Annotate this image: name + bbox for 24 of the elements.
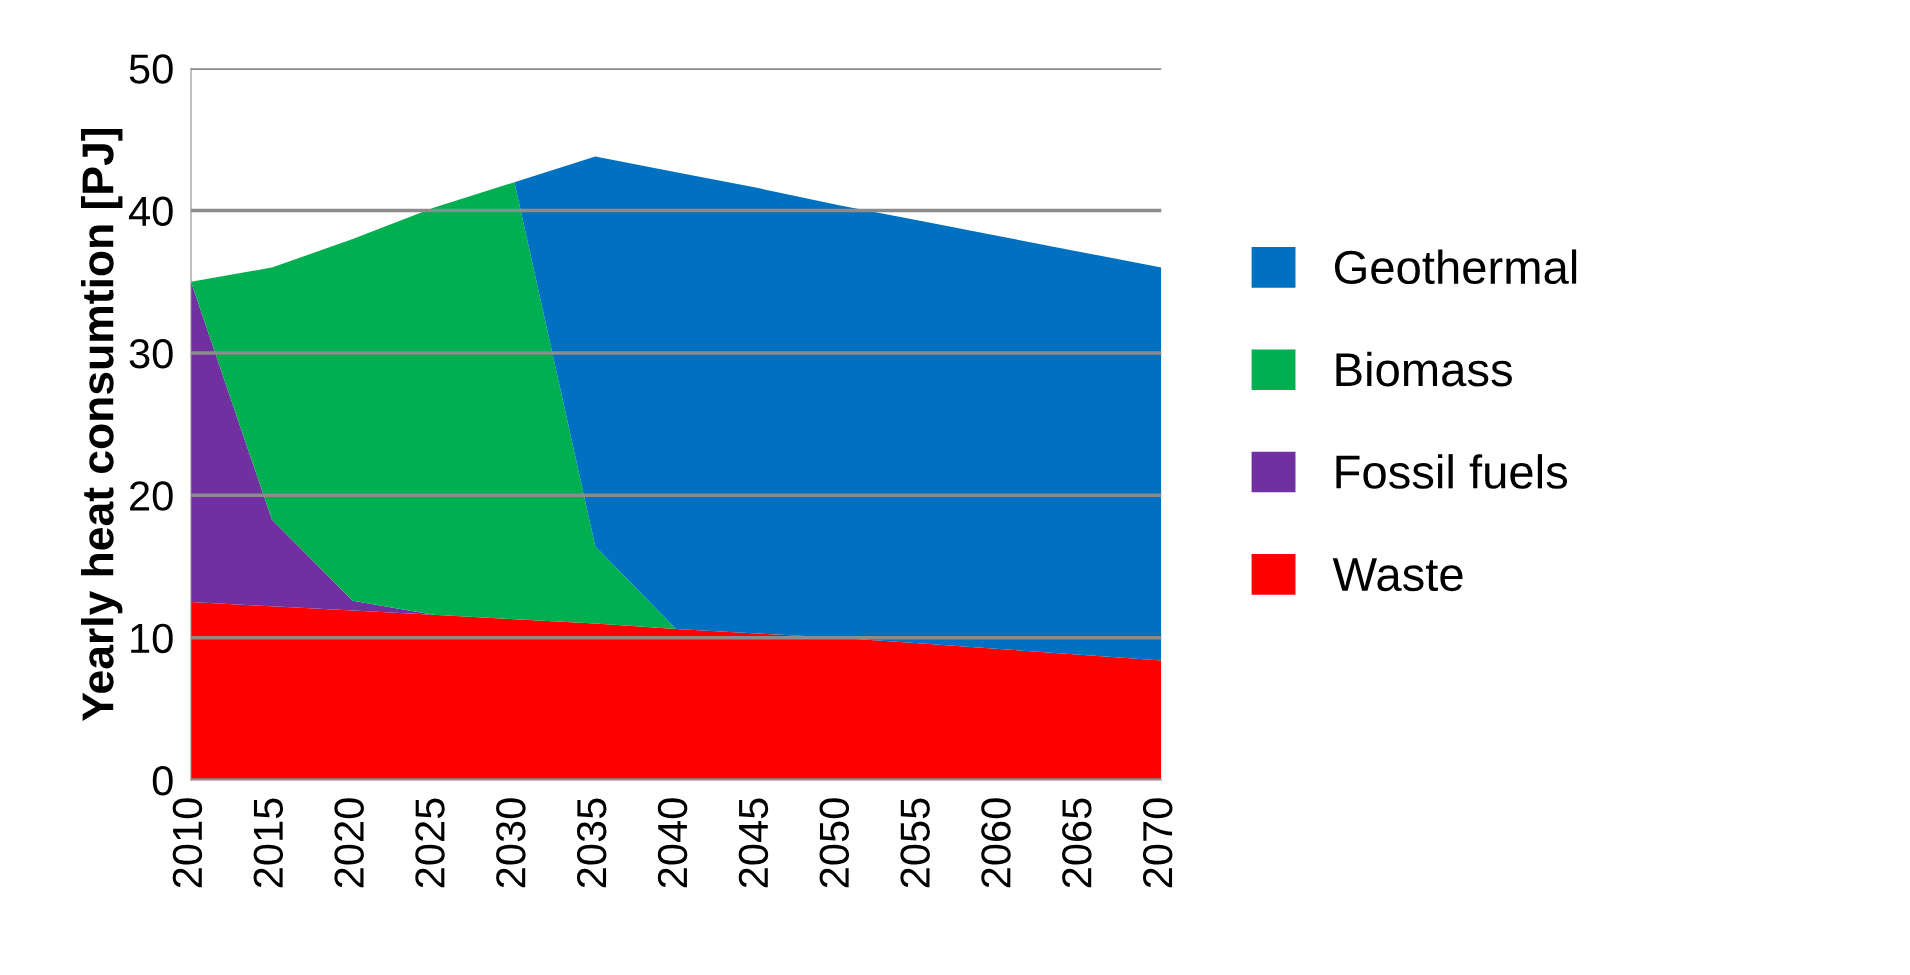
x-tick-label: 2015 xyxy=(253,798,284,888)
y-tick-label: 30 xyxy=(129,338,173,369)
y-tick-label: 0 xyxy=(152,766,173,796)
x-tick-label: 2010 xyxy=(172,798,203,888)
y-axis-title: Yearly heat consumtion [PJ] xyxy=(81,128,123,721)
x-tick-label: 2030 xyxy=(496,798,526,888)
x-tick-label: 2020 xyxy=(334,798,364,888)
y-tick-label: 20 xyxy=(130,481,173,511)
x-tick-label: 2060 xyxy=(981,798,1011,888)
x-tick-label: 2045 xyxy=(738,798,769,888)
y-tick-label: 10 xyxy=(131,623,173,654)
x-tick-label: 2065 xyxy=(1062,798,1092,888)
x-tick-label: 2070 xyxy=(1142,798,1173,888)
x-tick-label: 2050 xyxy=(819,798,850,888)
legend-label: Waste xyxy=(1332,558,1463,592)
legend-label: Fossil fuels xyxy=(1336,454,1568,489)
y-tick-label: 40 xyxy=(128,196,173,227)
x-tick-label: 2040 xyxy=(657,798,688,888)
x-tick-label: 2055 xyxy=(900,798,930,888)
x-tick-label: 2025 xyxy=(415,798,445,888)
x-tick-label: 2035 xyxy=(576,798,607,888)
legend-label: Geothermal xyxy=(1334,249,1577,285)
legend-label: Biomass xyxy=(1336,351,1512,387)
y-tick-label: 50 xyxy=(129,54,173,84)
